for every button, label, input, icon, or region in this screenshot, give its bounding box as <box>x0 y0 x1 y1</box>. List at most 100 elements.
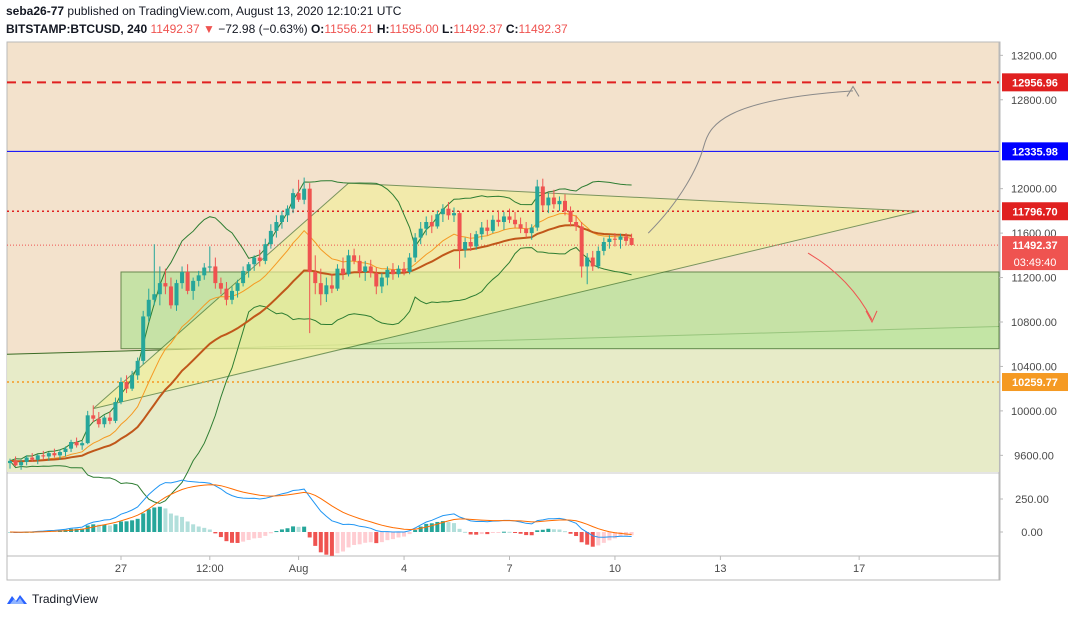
macd-histogram-bar <box>440 521 445 532</box>
chart-header-line2: BITSTAMP:BTCUSD, 240 11492.37 ▼ −72.98 (… <box>6 22 568 36</box>
macd-histogram-bar <box>246 532 251 541</box>
macd-histogram-bar <box>180 516 185 532</box>
candle-body <box>141 316 146 361</box>
macd-histogram-bar <box>130 520 135 532</box>
candle-body <box>246 264 251 271</box>
candle-body <box>268 230 273 245</box>
candle-body <box>363 266 368 272</box>
candle-body <box>257 257 262 261</box>
macd-histogram-bar <box>390 532 395 540</box>
price-change: −72.98 (−0.63%) <box>218 22 308 36</box>
macd-histogram-bar <box>501 531 506 533</box>
macd-histogram-bar <box>191 524 196 532</box>
candle-body <box>585 257 590 267</box>
candle-body <box>285 208 290 216</box>
candle-body <box>224 288 229 300</box>
macd-histogram-bar <box>302 526 307 532</box>
author-name[interactable]: seba26-77 <box>6 4 65 18</box>
candle-body <box>119 382 123 402</box>
candle-body <box>213 266 218 284</box>
candle-body <box>57 452 62 456</box>
macd-histogram-bar <box>446 522 451 532</box>
price-tick-label: 10800.00 <box>1011 317 1057 329</box>
candle-body <box>629 237 634 246</box>
candle-body <box>501 216 506 222</box>
candle-body <box>313 272 318 284</box>
candle-body <box>624 236 629 241</box>
macd-histogram-bar <box>585 532 590 545</box>
macd-histogram-bar <box>263 532 268 536</box>
macd-histogram-bar <box>235 532 240 543</box>
macd-histogram-bar <box>313 532 318 546</box>
candle-body <box>568 210 573 222</box>
time-tick-label: Aug <box>289 563 309 575</box>
candle-body <box>52 453 57 456</box>
macd-histogram-bar <box>407 532 412 535</box>
macd-histogram-bar <box>291 526 296 532</box>
candle-body <box>196 275 201 281</box>
candle-body <box>91 415 96 419</box>
candle-body <box>607 238 612 242</box>
macd-histogram-bar <box>202 527 207 532</box>
open-label: O: <box>310 22 325 36</box>
macd-histogram-bar <box>285 528 290 532</box>
price-label-badge <box>1002 73 1068 92</box>
price-label-text: 10259.77 <box>1012 377 1058 389</box>
time-tick-label: 10 <box>609 563 621 575</box>
price-label-text: 12956.96 <box>1012 77 1058 89</box>
macd-histogram-bar <box>185 521 190 532</box>
macd-histogram-bar <box>557 529 562 532</box>
price-chart[interactable]: 250.000.0013200.0012800.0012000.0011600.… <box>0 0 1073 582</box>
bearish-arrowhead <box>865 310 878 324</box>
candle-body <box>352 255 357 261</box>
price-label-badge <box>1002 142 1068 161</box>
macd-histogram-bar <box>307 532 312 538</box>
price-tick-label: 12800.00 <box>1011 95 1057 107</box>
tradingview-logo-icon <box>7 595 27 604</box>
candle-body <box>146 299 151 317</box>
macd-histogram-bar <box>374 532 379 544</box>
price-tick-label: 10000.00 <box>1011 406 1057 418</box>
macd-histogram-bar <box>507 531 512 533</box>
macd-histogram-bar <box>352 532 357 545</box>
price-label-badge <box>1002 202 1068 221</box>
candle-body <box>529 227 534 234</box>
price-label-text: 12335.98 <box>1012 146 1058 158</box>
macd-histogram-bar <box>107 525 112 532</box>
macd-histogram-bar <box>174 515 179 532</box>
macd-histogram-bar <box>596 532 601 546</box>
macd-histogram-bar <box>196 526 201 532</box>
macd-histogram-bar <box>157 506 162 532</box>
symbol-label[interactable]: BITSTAMP:BTCUSD, 240 <box>6 22 148 36</box>
candle-body <box>407 257 412 272</box>
candle-body <box>385 269 390 278</box>
macd-histogram-bar <box>396 532 401 538</box>
macd-histogram-bar <box>452 523 456 532</box>
tradingview-logo[interactable]: TradingView <box>6 592 98 606</box>
candle-body <box>202 267 207 276</box>
macd-histogram-bar <box>357 532 362 545</box>
candle-body <box>157 283 162 295</box>
candle-body <box>479 227 484 235</box>
candle-body <box>463 242 468 250</box>
macd-histogram-bar <box>146 509 151 532</box>
macd-histogram-bar <box>363 532 368 543</box>
macd-histogram-bar <box>296 526 301 532</box>
oscillator-tick-label: 250.00 <box>1015 494 1049 506</box>
chart-frame <box>6 41 1001 581</box>
candle-body <box>19 462 24 466</box>
price-label-text: 11796.70 <box>1012 206 1057 218</box>
macd-histogram-bar <box>413 530 418 532</box>
candle-body <box>168 286 173 306</box>
candle-body <box>507 216 512 220</box>
candle-body <box>379 277 384 287</box>
candle-body <box>85 415 90 444</box>
bullish-arrowhead <box>846 85 860 97</box>
candle-body <box>302 188 307 200</box>
macd-histogram-bar <box>518 532 523 534</box>
macd-histogram-bar <box>607 532 612 541</box>
candle-body <box>41 455 46 457</box>
candle-body <box>524 228 529 234</box>
macd-line <box>9 479 632 538</box>
macd-histogram-bar <box>85 525 90 532</box>
